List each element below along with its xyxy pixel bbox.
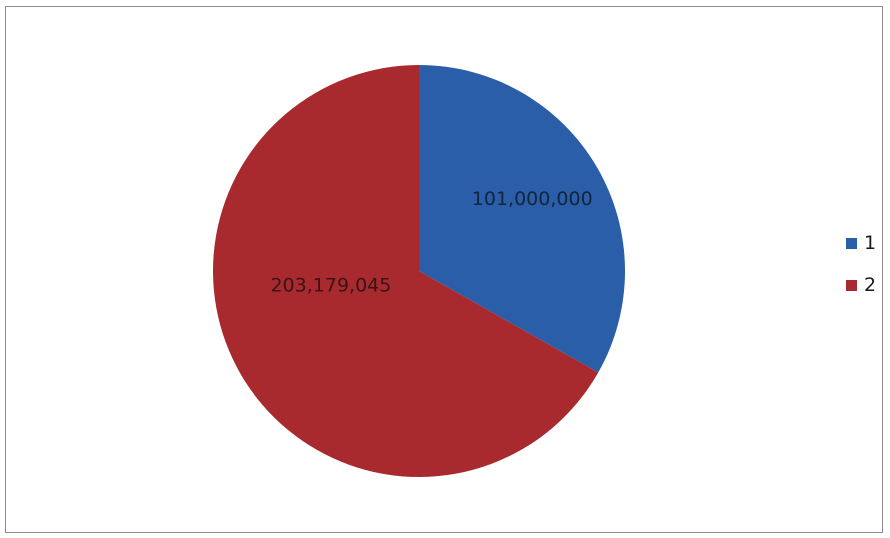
legend-label-2: 2 — [864, 274, 877, 296]
legend-swatch-1 — [846, 237, 857, 249]
legend-label-1: 1 — [864, 232, 877, 254]
pie-data-labels: 101,000,000 203,179,045 — [270, 188, 592, 297]
pie-slices — [213, 65, 625, 478]
pie-slice-2 — [213, 65, 599, 478]
pie-slice-1 — [419, 65, 625, 373]
data-label-1: 101,000,000 — [472, 188, 593, 210]
legend-item-1: 1 — [846, 232, 876, 254]
legend-swatch-2 — [846, 279, 857, 291]
legend-item-2: 2 — [846, 274, 876, 296]
data-label-2: 203,179,045 — [270, 275, 391, 297]
legend: 1 2 — [846, 232, 876, 316]
